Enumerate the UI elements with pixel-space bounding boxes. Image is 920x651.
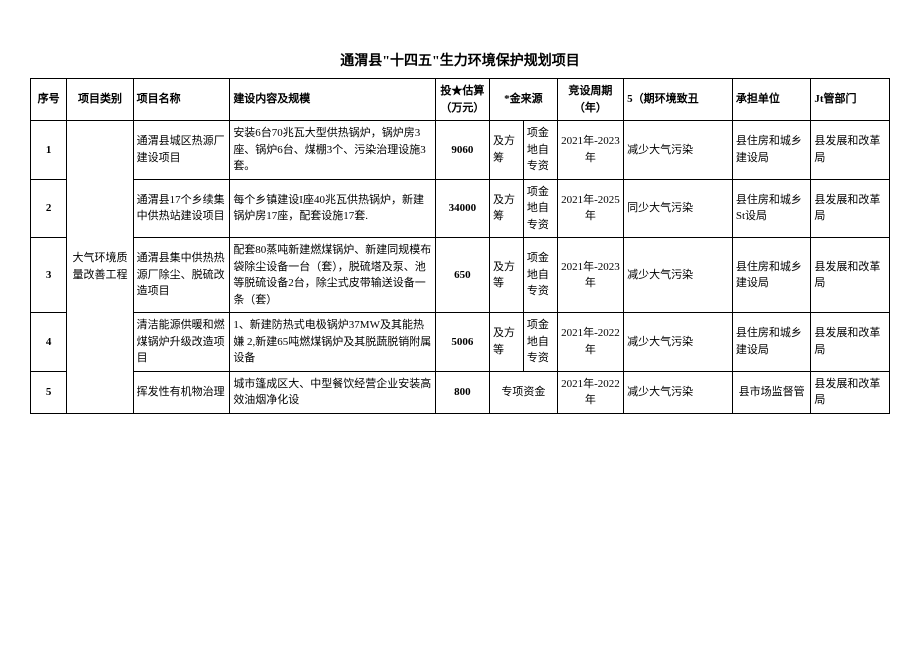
cell-unit: 县住房和城乡建设局 [732, 313, 811, 372]
cell-seq: 5 [31, 371, 67, 413]
cell-period: 2021年-2022年 [557, 313, 623, 372]
table-row: 3 通渭县集中供热热源厂除尘、脱硫改造项目 配套80蒸吨新建燃煤锅炉、新建同规模… [31, 238, 890, 313]
cell-mgmt: 县发展和改革局 [811, 313, 890, 372]
cell-period: 2021年-2023年 [557, 238, 623, 313]
header-env: 5（期环境致丑 [624, 79, 733, 121]
cell-fund1: 及方筹 [490, 179, 524, 238]
header-row: 序号 项目类别 项目名称 建设内容及规模 投★估算（万元） *金来源 竞设周期（… [31, 79, 890, 121]
cell-env: 减少大气污染 [624, 121, 733, 180]
cell-category-merged: 大气环境质量改善工程 [67, 121, 133, 414]
cell-fund2: 项金地自专资 [523, 121, 557, 180]
cell-name: 清洁能源供暖和燃煤锅炉升级改造项目 [133, 313, 230, 372]
header-name: 项目名称 [133, 79, 230, 121]
cell-invest: 800 [435, 371, 489, 413]
header-seq: 序号 [31, 79, 67, 121]
cell-name: 通渭县17个乡续集中供热站建设项目 [133, 179, 230, 238]
cell-invest: 34000 [435, 179, 489, 238]
cell-env: 同少大气污染 [624, 179, 733, 238]
cell-invest: 9060 [435, 121, 489, 180]
cell-fund1: 及方等 [490, 313, 524, 372]
header-invest: 投★估算（万元） [435, 79, 489, 121]
cell-content: 城市篷成区大、中型餐饮经营企业安装高效油烟净化设 [230, 371, 435, 413]
cell-invest: 5006 [435, 313, 489, 372]
cell-invest: 650 [435, 238, 489, 313]
cell-unit: 县住房和城乡建设局 [732, 121, 811, 180]
cell-seq: 1 [31, 121, 67, 180]
cell-fund2: 项金地自专资 [523, 179, 557, 238]
cell-env: 减少大气污染 [624, 371, 733, 413]
cell-mgmt: 县发展和改革局 [811, 238, 890, 313]
table-row: 5 挥发性有机物治理 城市篷成区大、中型餐饮经营企业安装高效油烟净化设 800 … [31, 371, 890, 413]
cell-seq: 4 [31, 313, 67, 372]
cell-name: 通渭县集中供热热源厂除尘、脱硫改造项目 [133, 238, 230, 313]
cell-period: 2021年-2022年 [557, 371, 623, 413]
table-row: 1 大气环境质量改善工程 通渭县城区热源厂建设项目 安装6台70兆瓦大型供热锅炉… [31, 121, 890, 180]
cell-name: 挥发性有机物治理 [133, 371, 230, 413]
cell-period: 2021年-2023年 [557, 121, 623, 180]
cell-mgmt: 县发展和改革局 [811, 121, 890, 180]
header-fund: *金来源 [490, 79, 558, 121]
planning-table: 序号 项目类别 项目名称 建设内容及规模 投★估算（万元） *金来源 竞设周期（… [30, 78, 890, 414]
cell-unit: 县市场监督管 [732, 371, 811, 413]
table-title: 通渭县"十四五"生力环境保护规划项目 [30, 50, 890, 70]
cell-period: 2021年-2025年 [557, 179, 623, 238]
cell-seq: 3 [31, 238, 67, 313]
table-row: 4 清洁能源供暖和燃煤锅炉升级改造项目 1、新建防热式电极锅炉37MW及其能热嫌… [31, 313, 890, 372]
cell-name: 通渭县城区热源厂建设项目 [133, 121, 230, 180]
cell-env: 减少大气污染 [624, 238, 733, 313]
cell-unit: 县住房和城乡建设局 [732, 238, 811, 313]
cell-content: 1、新建防热式电极锅炉37MW及其能热嫌 2,新建65吨燃煤锅炉及其脱蔬脱销附属… [230, 313, 435, 372]
cell-content: 每个乡镇建设I座40兆瓦供热锅炉，新建锅炉房17座，配套设施17套. [230, 179, 435, 238]
cell-content: 安装6台70兆瓦大型供热锅炉，锅炉房3座、锅炉6台、煤棚3个、污染治理设施3套。 [230, 121, 435, 180]
cell-mgmt: 县发展和改革局 [811, 371, 890, 413]
header-mgmt: Jt管部门 [811, 79, 890, 121]
cell-fund2: 项金地自专资 [523, 313, 557, 372]
cell-fund1: 及方等 [490, 238, 524, 313]
table-row: 2 通渭县17个乡续集中供热站建设项目 每个乡镇建设I座40兆瓦供热锅炉，新建锅… [31, 179, 890, 238]
header-period: 竞设周期（年） [557, 79, 623, 121]
cell-fund-merged: 专项资金 [490, 371, 558, 413]
cell-mgmt: 县发展和改革局 [811, 179, 890, 238]
header-unit: 承担单位 [732, 79, 811, 121]
header-category: 项目类别 [67, 79, 133, 121]
cell-env: 减少大气污染 [624, 313, 733, 372]
cell-fund1: 及方筹 [490, 121, 524, 180]
cell-unit: 县住房和城乡St设局 [732, 179, 811, 238]
cell-content: 配套80蒸吨新建燃煤锅炉、新建同规模布袋除尘设备一台（套），脱硫塔及泵、池等脱硫… [230, 238, 435, 313]
cell-seq: 2 [31, 179, 67, 238]
cell-fund2: 项金地自专资 [523, 238, 557, 313]
header-content: 建设内容及规模 [230, 79, 435, 121]
